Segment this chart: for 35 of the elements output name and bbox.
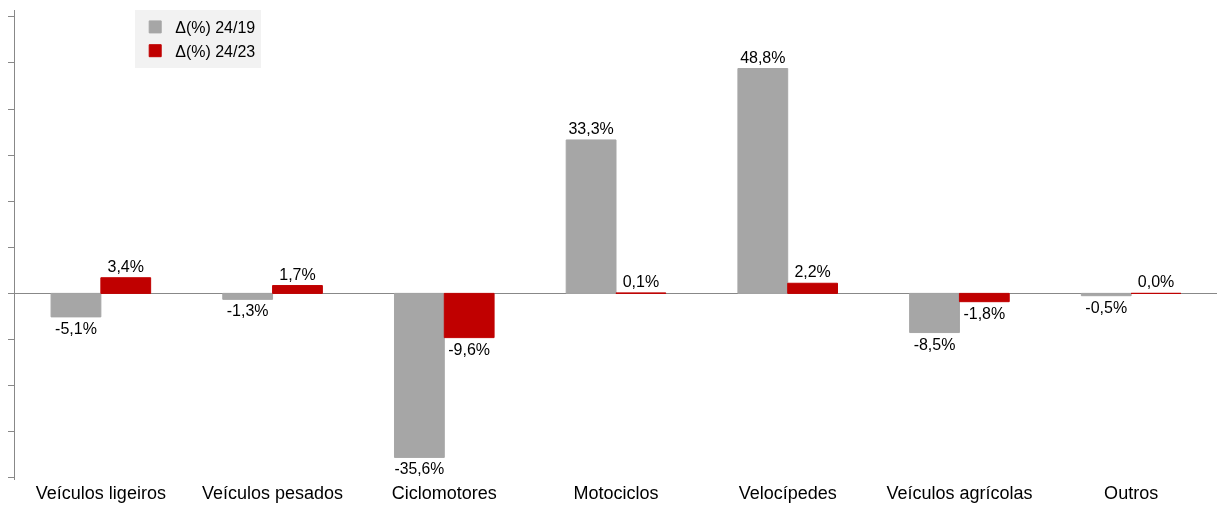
data-label: -1,3% [226,302,269,320]
data-label: 48,8% [740,48,786,66]
data-label: -35,6% [394,460,445,478]
bar [958,292,1010,303]
x-tick-label: Outros [1104,483,1159,503]
x-tick-label: Velocípedes [738,483,837,503]
data-label: -9,6% [448,340,491,358]
bar [100,277,152,294]
data-label: -8,5% [913,335,956,353]
bar [393,292,445,458]
legend-label: Δ(%) 24/23 [175,42,256,60]
bar [272,285,323,294]
legend-label: Δ(%) 24/19 [175,19,256,37]
x-tick-label: Veículos agrícolas [886,483,1033,503]
bar [222,292,274,300]
bar [787,282,839,294]
bar [737,68,789,294]
x-tick-label: Motociclos [573,483,659,503]
bar [909,292,960,334]
x-tick-label: Veículos ligeiros [35,483,166,503]
data-label: -1,8% [963,304,1006,322]
data-label: 2,2% [794,263,831,281]
bar [565,139,617,294]
data-label: 0,1% [622,272,660,290]
x-tick-label: Veículos pesados [202,483,344,503]
x-tick-label: Ciclomotores [391,483,497,503]
bar [1080,292,1132,297]
bar [443,292,495,339]
data-label: 0,0% [1137,273,1175,291]
data-label: 1,7% [279,265,316,283]
data-label: -5,1% [55,319,97,337]
data-label: -0,5% [1085,298,1128,316]
bar [50,292,102,318]
data-label: 33,3% [568,119,614,137]
data-label: 3,4% [107,257,144,275]
